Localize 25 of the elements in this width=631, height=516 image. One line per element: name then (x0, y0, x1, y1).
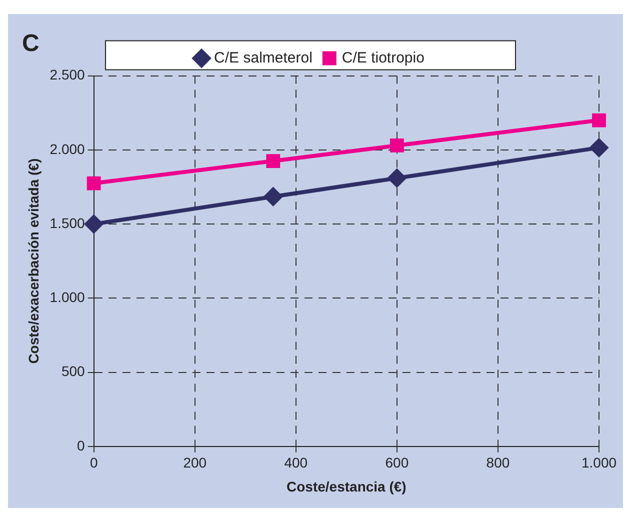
point (390, 138, 404, 152)
point (592, 113, 606, 128)
y-tick-label: 2.000 (50, 140, 86, 157)
point (84, 215, 103, 234)
y-tick-label: 1.000 (50, 289, 86, 306)
x-tick-label: 200 (183, 454, 207, 471)
point (266, 154, 280, 168)
x-tick-label: 800 (486, 454, 510, 471)
point (590, 138, 608, 157)
point (264, 188, 282, 206)
x-tick-label: 1.000 (581, 454, 617, 471)
legend-label: C/E salmeterol (214, 49, 312, 66)
legend-label: C/E tiotropio (342, 49, 424, 66)
point (86, 176, 101, 190)
y-axis-title: Coste/exacerbación evitada (€) (25, 158, 42, 364)
x-tick-label: 600 (385, 454, 409, 471)
y-tick-label: 2.500 (50, 66, 86, 83)
point (388, 169, 406, 188)
y-tick-label: 1.500 (50, 214, 86, 231)
x-tick-label: 400 (284, 454, 308, 471)
y-tick-label: 0 (77, 437, 86, 454)
y-tick-label: 500 (61, 363, 86, 380)
x-axis-title: Coste/estancia (€) (286, 478, 406, 494)
chart-title: C (22, 30, 40, 58)
x-tick-label: 0 (90, 454, 98, 471)
